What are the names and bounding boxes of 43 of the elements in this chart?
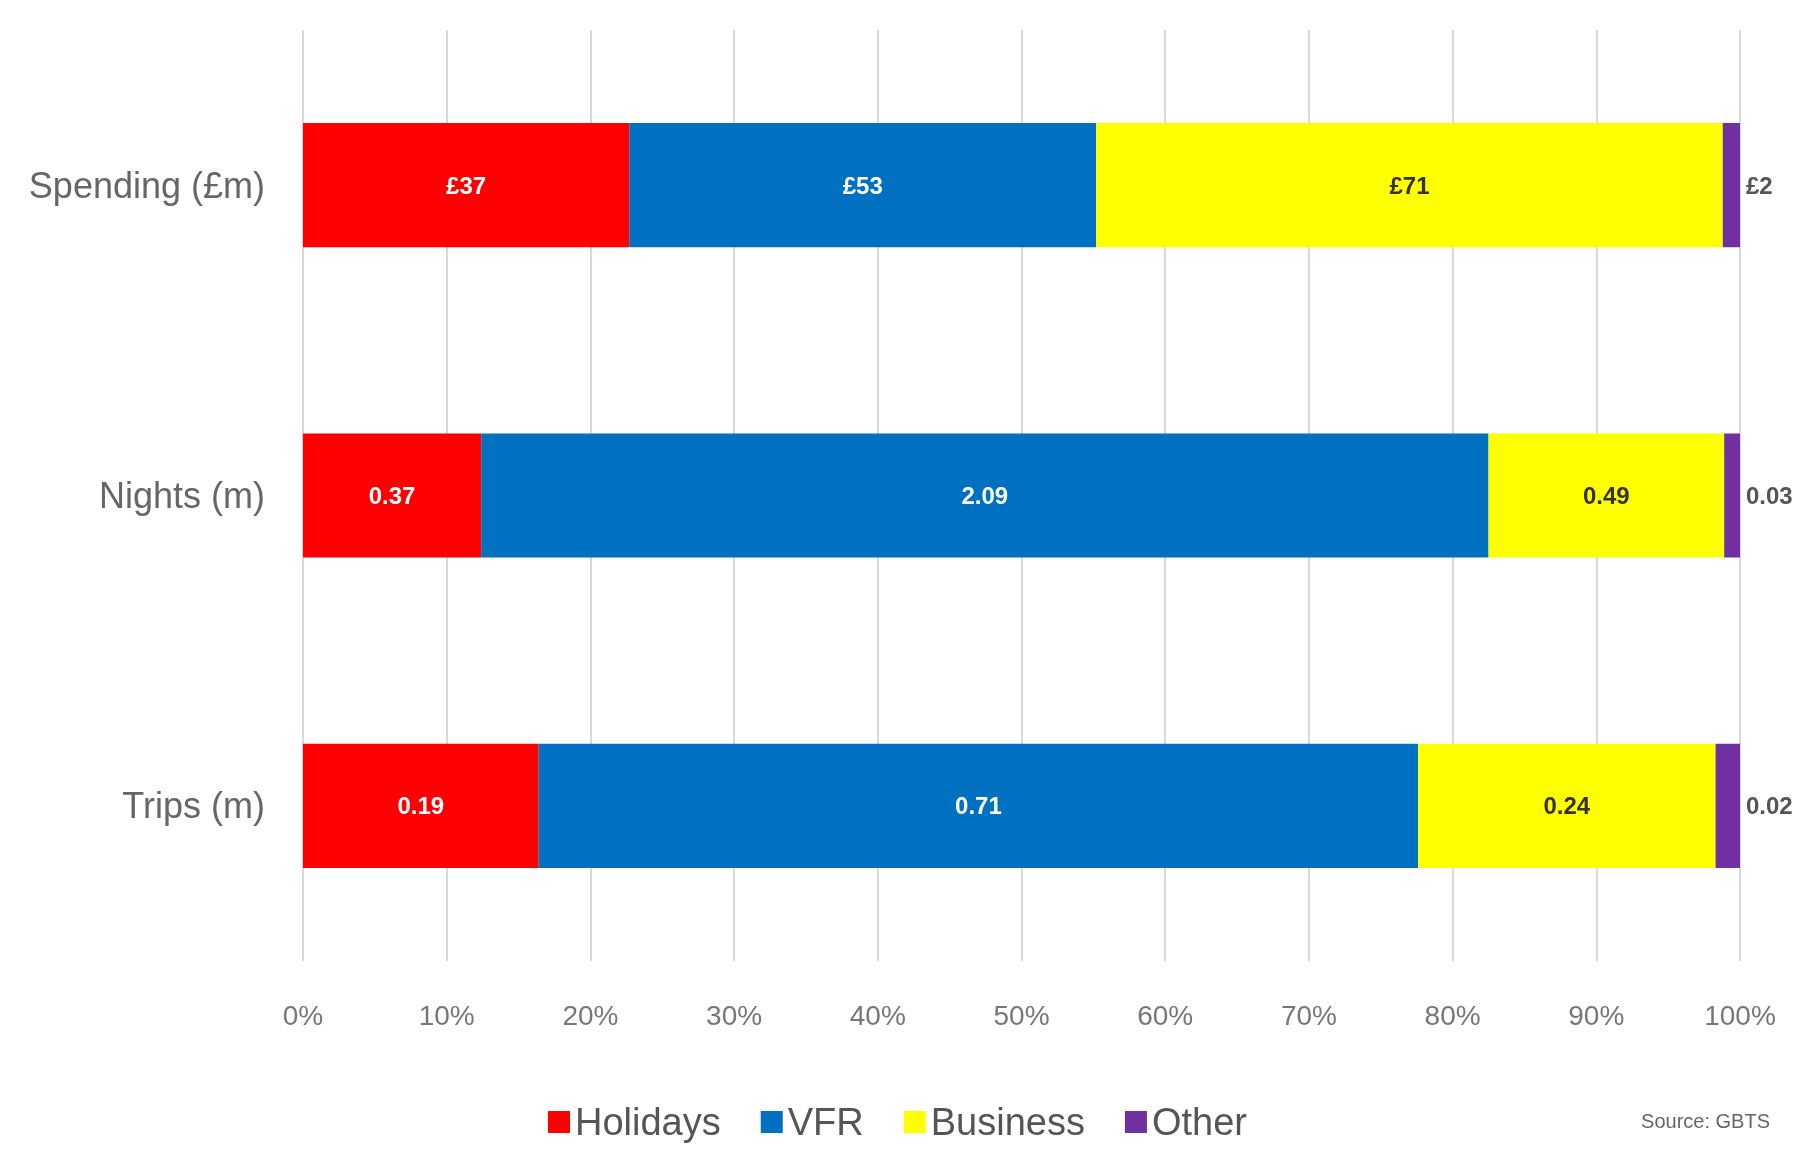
x-tick-label: 100% — [1704, 999, 1776, 1031]
x-tick-label: 70% — [1280, 999, 1337, 1031]
y-tick-label: Trips (m) — [122, 785, 265, 827]
bar — [1418, 743, 1716, 868]
x-tick-label: 50% — [993, 999, 1050, 1031]
bar — [1715, 743, 1740, 868]
annotation: £53 — [842, 171, 883, 199]
y-tick-label: Spending (£m) — [28, 164, 265, 206]
bar — [629, 123, 1097, 248]
bar — [1096, 123, 1723, 248]
bar — [303, 433, 482, 558]
text: 0.02 — [1746, 792, 1793, 820]
x-tick-label: 0% — [282, 999, 324, 1031]
annotation: £37 — [446, 171, 487, 199]
legend-label: Holidays — [575, 1101, 721, 1143]
x-tick-label: 30% — [706, 999, 763, 1031]
legend-label: Business — [930, 1101, 1085, 1143]
bar — [1724, 433, 1740, 558]
x-tick-label: 20% — [562, 999, 619, 1031]
legend-label: Other — [1151, 1101, 1248, 1143]
x-tick-label: 90% — [1568, 999, 1625, 1031]
bar — [1722, 123, 1740, 248]
bar — [303, 123, 630, 248]
annotation: £71 — [1389, 171, 1430, 199]
bar — [303, 743, 539, 868]
bar — [481, 433, 1489, 558]
annotation: 0.37 — [368, 482, 416, 509]
legend-label: VFR — [787, 1101, 864, 1143]
bar — [538, 743, 1419, 868]
source-note: Source: GBTS — [1641, 1110, 1770, 1132]
x-tick-label: 40% — [849, 999, 906, 1031]
x-tick-label: 10% — [418, 999, 475, 1031]
text: 0.03 — [1746, 482, 1793, 509]
annotation: 0.49 — [1583, 482, 1630, 509]
text: £2 — [1746, 171, 1773, 199]
y-tick-label: Nights (m) — [98, 475, 265, 516]
annotation: 0.24 — [1543, 792, 1591, 820]
annotation: 2.09 — [961, 482, 1009, 509]
x-tick-label: 60% — [1137, 999, 1194, 1031]
annotation: 0.71 — [955, 792, 1002, 820]
bar — [1488, 433, 1725, 558]
annotation: 0.19 — [397, 792, 445, 820]
x-tick-label: 80% — [1424, 999, 1481, 1031]
